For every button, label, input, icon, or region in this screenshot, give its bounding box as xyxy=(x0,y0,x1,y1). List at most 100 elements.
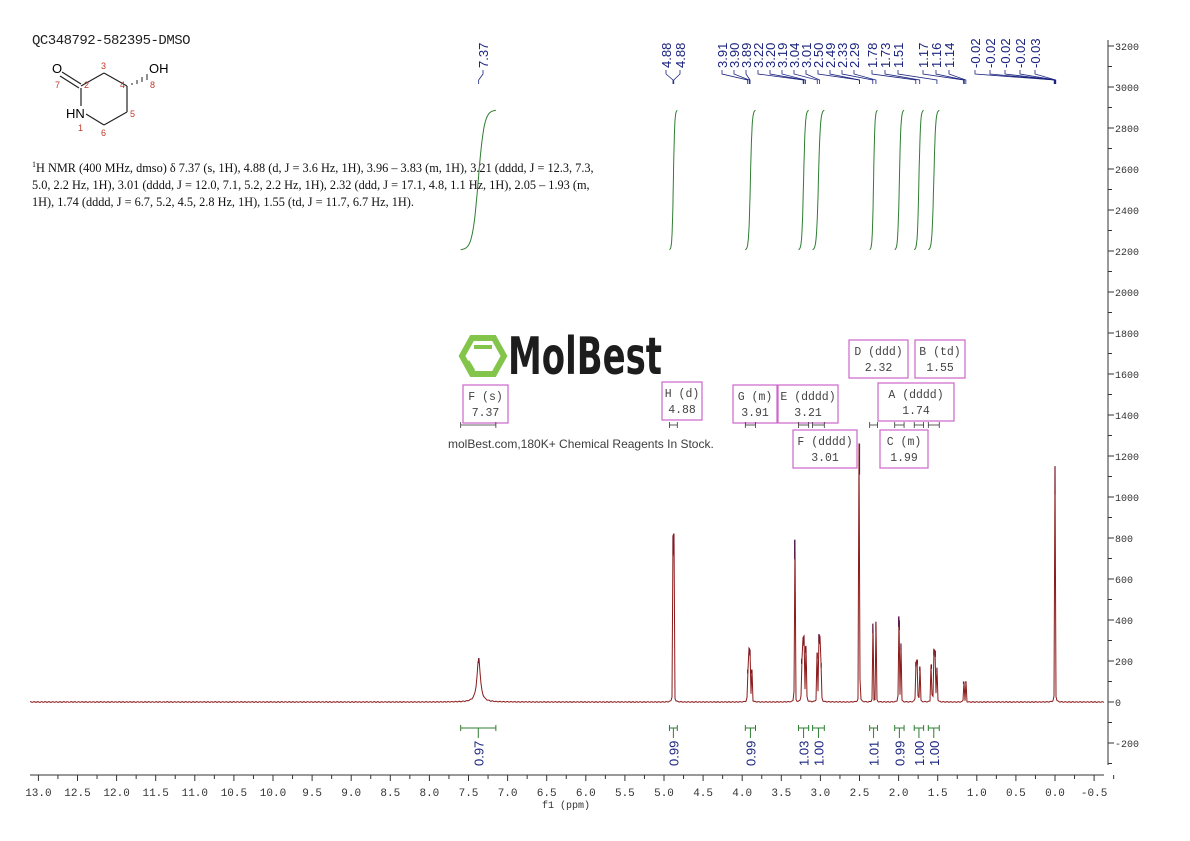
molecule-structure: O OH HN 1 2 3 4 5 6 7 8 xyxy=(52,61,169,138)
multiplet-box xyxy=(777,384,839,424)
multiplet-shift: 3.01 xyxy=(811,452,839,465)
peak-label-connector xyxy=(733,70,750,84)
multiplet-box xyxy=(879,429,929,469)
watermark: MolBest molBest.com,180K+ Chemical Reage… xyxy=(448,327,714,451)
peak-label: 2.29 xyxy=(847,43,862,68)
integral-curve xyxy=(869,109,878,251)
peak-label-connector xyxy=(805,70,821,84)
peak-label-connector xyxy=(922,70,964,84)
x-tick-label: 8.5 xyxy=(380,788,400,800)
x-tick-label: 9.0 xyxy=(341,788,361,800)
x-tick-label: 10.0 xyxy=(260,788,286,800)
integral-value: 0.99 xyxy=(743,741,758,766)
y-tick-label: 2000 xyxy=(1115,289,1139,300)
integral-bars: 0.97 0.99 0.99 1.03 1.00 1.01 0.99 1.00 1.00 xyxy=(460,725,942,766)
integral-value: 1.00 xyxy=(927,741,942,766)
peak-label: 4.88 xyxy=(673,43,688,68)
nmr-description-text: H NMR (400 MHz, dmso) δ 7.37 (s, 1H), 4.… xyxy=(32,161,594,210)
peak-label: 1.16 xyxy=(929,43,944,68)
y-tick-label: 2800 xyxy=(1115,125,1139,136)
multiplet-label: E (dddd) xyxy=(780,391,835,404)
y-tick-label: 200 xyxy=(1115,658,1133,669)
peak-label-connector xyxy=(989,70,1056,84)
y-tick-label: 2600 xyxy=(1115,166,1139,177)
multiplet-label: H (d) xyxy=(665,388,700,401)
peak-label: 7.37 xyxy=(476,43,491,68)
spectrum-line xyxy=(30,443,1105,703)
y-tick-label: 0 xyxy=(1115,699,1121,710)
watermark-tagline: molBest.com,180K+ Chemical Reagents In S… xyxy=(448,437,714,451)
x-tick-label: 13.0 xyxy=(25,788,51,800)
y-tick-label: 1400 xyxy=(1115,412,1139,423)
y-tick-label: 400 xyxy=(1115,617,1133,628)
integral-curve xyxy=(745,109,756,251)
peak-label: -0.02 xyxy=(983,38,998,68)
multiplet-label: F (s) xyxy=(468,391,503,404)
integral-curve xyxy=(812,109,825,251)
peak-label: 3.20 xyxy=(763,43,778,68)
peak-label-connector xyxy=(721,70,749,84)
molbest-logo-icon xyxy=(458,335,508,377)
x-tick-label: 4.5 xyxy=(693,788,713,800)
watermark-logo-text: MolBest xyxy=(508,327,662,387)
atom-o: O xyxy=(52,61,62,76)
x-tick-label: 9.5 xyxy=(302,788,322,800)
integral-curve xyxy=(928,109,940,251)
peak-label: -0.02 xyxy=(968,38,983,68)
peak-label: 2.50 xyxy=(811,43,826,68)
multiplet-label: B (td) xyxy=(919,346,960,359)
sample-id: QC348792-582395-DMSO xyxy=(32,33,191,49)
nmr-superscript: 1 xyxy=(32,160,36,169)
y-tick-label: 1800 xyxy=(1115,330,1139,341)
integral-value: 0.99 xyxy=(666,741,681,766)
peak-label: 1.78 xyxy=(865,43,880,68)
peak-labels: 7.37 4.88 4.88 3.913.903.893.223.203.193.04… xyxy=(476,38,1057,84)
peak-label: -0.02 xyxy=(998,38,1013,68)
x-tick-label: 4.0 xyxy=(732,788,752,800)
y-tick-label: 2400 xyxy=(1115,207,1139,218)
y-tick-label: 2200 xyxy=(1115,248,1139,259)
peak-label: 3.89 xyxy=(739,43,754,68)
multiplet-box xyxy=(732,384,778,424)
multiplet-label: D (ddd) xyxy=(854,346,902,359)
peak-label-connector xyxy=(974,70,1055,84)
multiplet-boxes: F (s) 7.37 H (d) 4.88 G (m) 3.91 E (dddd) 3.21 F… xyxy=(460,339,966,469)
multiplet-shift: 1.99 xyxy=(890,452,918,465)
integral-value: 0.99 xyxy=(892,741,907,766)
peak-label-connector xyxy=(948,70,967,84)
peak-label: 3.04 xyxy=(787,43,802,68)
y-tick-label: 3200 xyxy=(1115,43,1139,54)
nmr-description: 1H NMR (400 MHz, dmso) δ 7.37 (s, 1H), 4… xyxy=(32,156,612,211)
multiplet-box xyxy=(661,381,703,421)
peak-label: -0.03 xyxy=(1028,38,1043,68)
peak-label-connector xyxy=(793,70,818,84)
peak-label-connector xyxy=(829,70,860,84)
x-tick-label: 3.5 xyxy=(771,788,791,800)
x-tick-label: 0.0 xyxy=(1045,788,1065,800)
integral-value: 1.00 xyxy=(811,741,826,766)
peak-label-connector xyxy=(853,70,877,84)
x-tick-label: 7.5 xyxy=(459,788,479,800)
y-tick-label: 800 xyxy=(1115,535,1133,546)
atom-hn: HN xyxy=(66,106,85,121)
peak-label-connector xyxy=(1004,70,1056,84)
peak-label-connector xyxy=(769,70,805,84)
multiplet-label: G (m) xyxy=(738,391,773,404)
y-tick-label: 600 xyxy=(1115,576,1133,587)
atom-number: 2 xyxy=(84,80,89,90)
x-tick-label: 1.0 xyxy=(967,788,987,800)
peak-label: 1.17 xyxy=(916,43,931,68)
multiplet-shift: 1.74 xyxy=(902,405,930,418)
x-tick-label: 8.0 xyxy=(419,788,439,800)
x-tick-label: 2.0 xyxy=(889,788,909,800)
multiplet-box xyxy=(914,339,966,379)
x-tick-label: 11.0 xyxy=(182,788,208,800)
integral-value: 1.00 xyxy=(912,741,927,766)
y-tick-label: 1200 xyxy=(1115,453,1139,464)
peak-label: 1.51 xyxy=(891,43,906,68)
x-tick-label: 2.5 xyxy=(850,788,870,800)
atom-number: 7 xyxy=(55,80,60,90)
x-tick-label: 6.0 xyxy=(576,788,596,800)
integral-curve xyxy=(894,109,905,251)
x-tick-label: 11.5 xyxy=(142,788,168,800)
